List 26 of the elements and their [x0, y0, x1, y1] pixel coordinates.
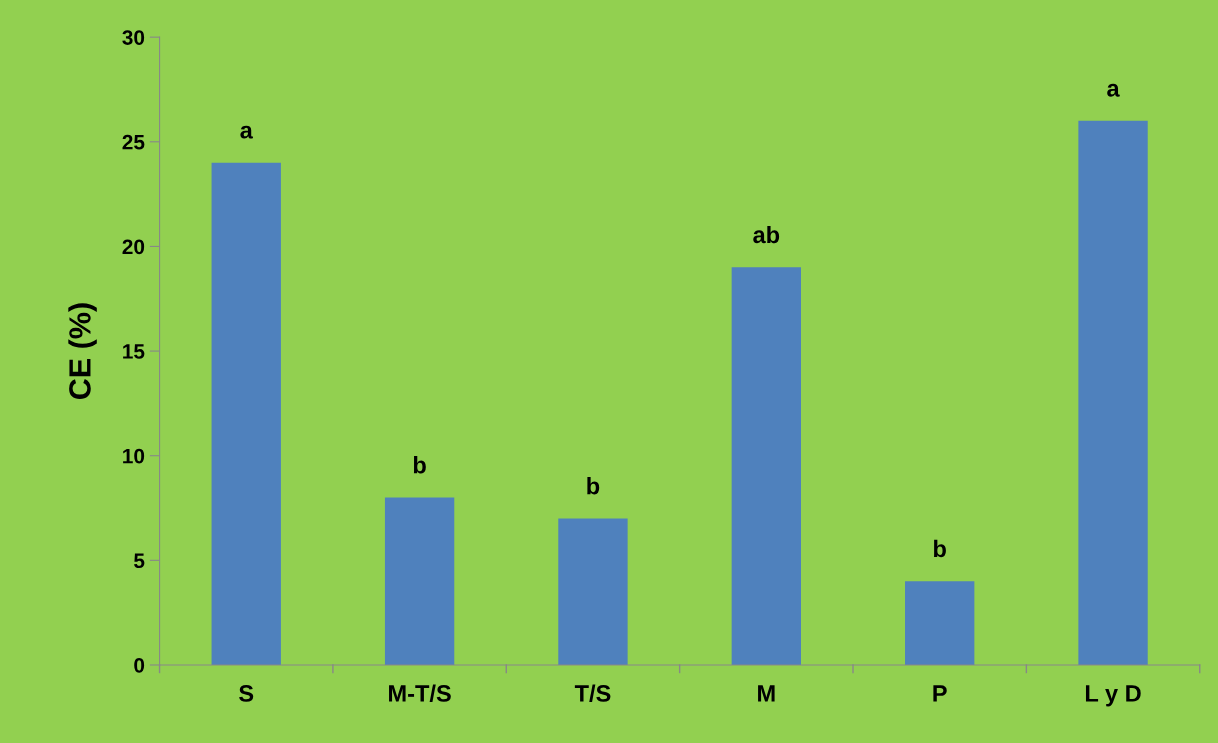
bar: [1078, 120, 1148, 665]
y-tick-label: 0: [134, 657, 145, 673]
bar: [731, 267, 801, 665]
x-tick-label: M: [758, 685, 775, 702]
x-tick-label: M-T/S: [389, 684, 451, 703]
annotation: b: [934, 539, 946, 558]
y-tick-label: 30: [122, 30, 145, 45]
annotation: b: [413, 456, 426, 474]
x-tick-label: P: [933, 685, 947, 702]
y-tick-label: 25: [122, 134, 145, 150]
bar: [905, 581, 975, 665]
x-tick-label: S: [239, 685, 254, 702]
y-tick-label: 10: [123, 448, 145, 464]
annotation: a: [240, 125, 253, 139]
y-tick-label: 15: [123, 344, 145, 359]
annotation: a: [1107, 83, 1120, 97]
y-axis-title: CE (%): [68, 303, 97, 400]
annotation: ab: [753, 225, 780, 244]
x-tick-label: T/S: [574, 684, 611, 703]
bar: [384, 497, 455, 665]
bar: [211, 162, 281, 665]
x-tick-label: L y D: [1085, 685, 1141, 707]
annotation: b: [587, 477, 600, 495]
bar: [558, 518, 628, 665]
y-tick-label: 5: [134, 553, 145, 569]
y-tick-label: 20: [122, 239, 145, 255]
